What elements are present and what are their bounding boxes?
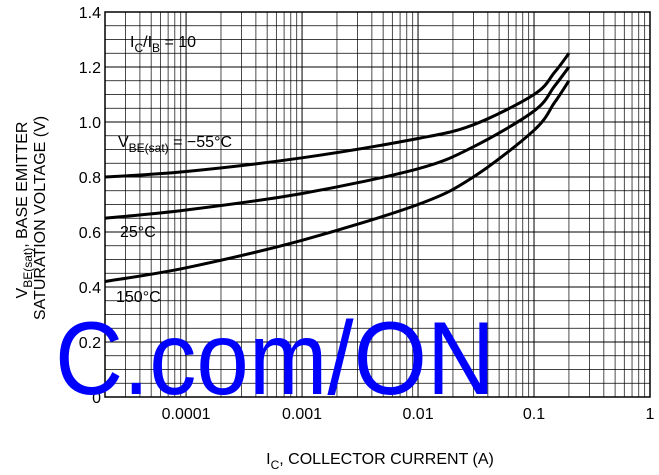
x-axis-title: IC, COLLECTOR CURRENT (A) — [266, 451, 494, 472]
x-tick-label: 0.1 — [523, 406, 545, 423]
y-tick-label: 0.8 — [79, 170, 101, 187]
y-tick-label: 1.2 — [79, 60, 101, 77]
y-tick-label: 0.6 — [79, 225, 101, 242]
x-tick-label: 1 — [646, 406, 655, 423]
y-axis-title-line2: SATURATION VOLTAGE (V) — [32, 116, 49, 320]
series-label-25c: 25°C — [120, 224, 156, 241]
watermark-text: C.com/ON — [55, 301, 495, 417]
y-tick-label: 1.4 — [79, 5, 101, 22]
y-tick-label: 1.0 — [79, 115, 101, 132]
y-tick-label: 0.4 — [79, 280, 101, 297]
